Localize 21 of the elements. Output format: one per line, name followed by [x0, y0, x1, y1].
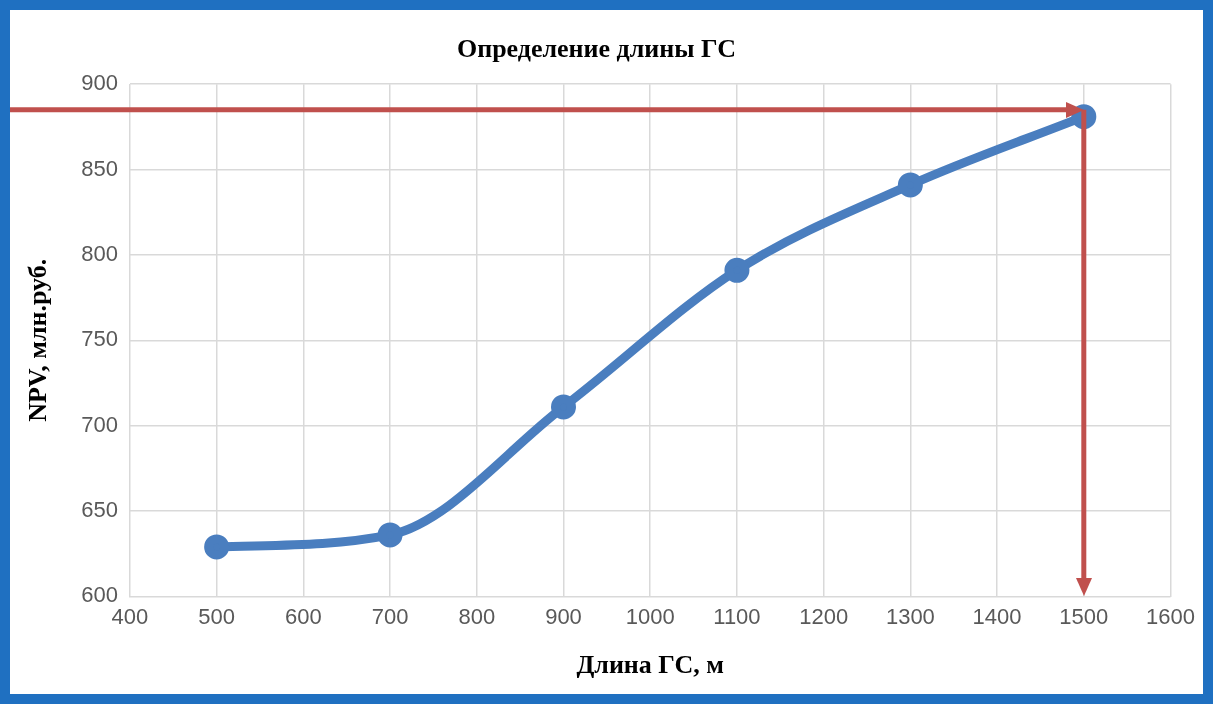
y-tick-label: 750 [81, 326, 118, 352]
x-tick-label: 1600 [1146, 603, 1196, 629]
y-tick-label: 850 [81, 155, 118, 181]
y-axis-title: NPV, млн.руб. [23, 258, 53, 422]
chart-title: Определение длины ГС [456, 34, 737, 64]
x-tick-label: 1200 [799, 603, 849, 629]
x-tick-label: 1300 [885, 603, 935, 629]
x-tick-label: 1500 [1059, 603, 1109, 629]
x-axis-title: Длина ГС, м [576, 650, 725, 680]
x-tick-label: 600 [284, 603, 322, 629]
x-tick-label: 1100 [713, 603, 761, 629]
x-tick-label: 500 [198, 603, 235, 629]
x-tick-label: 900 [545, 603, 582, 629]
x-tick-label: 1400 [972, 603, 1022, 629]
x-tick-label: 1000 [625, 603, 675, 629]
y-tick-label: 800 [81, 241, 118, 266]
y-tick-label: 700 [81, 411, 118, 437]
x-tick-label: 800 [458, 603, 496, 629]
y-tick-label: 650 [81, 497, 118, 523]
y-tick-label: 900 [81, 70, 118, 96]
x-tick-label: 700 [371, 603, 409, 629]
